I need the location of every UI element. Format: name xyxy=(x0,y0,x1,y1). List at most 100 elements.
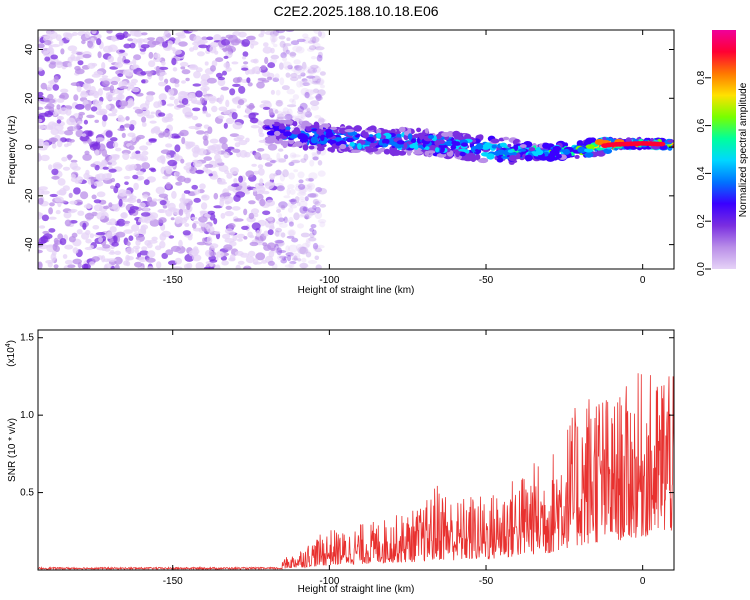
spectrogram-cell xyxy=(57,130,66,135)
spectrogram-cell xyxy=(245,170,255,178)
spectrogram-cell xyxy=(279,255,288,259)
spectrogram-cell xyxy=(293,65,300,69)
x-tick-label: 0 xyxy=(640,576,646,587)
spectrogram-cell xyxy=(123,229,133,234)
spectrogram-ridge-cell xyxy=(283,131,292,137)
spectrogram-cell xyxy=(171,57,177,66)
spectrogram-cell xyxy=(180,91,188,96)
spectrogram-cell xyxy=(319,118,327,123)
spectrogram-cell xyxy=(298,118,303,125)
spectrogram-cell xyxy=(72,258,82,265)
spectrogram-cell xyxy=(159,200,167,206)
spectrogram-cell xyxy=(90,106,98,112)
spectrogram-cell xyxy=(45,260,55,264)
spectrogram-cell xyxy=(293,212,300,221)
spectrogram-ridge-cell xyxy=(512,139,518,145)
spectrogram-ridge-cell xyxy=(450,144,457,150)
spectrogram-cell xyxy=(64,219,72,227)
spectrogram-cell xyxy=(213,230,221,235)
spectrogram-cell xyxy=(235,264,241,269)
spectrogram-cell xyxy=(231,183,240,188)
snr-ylabel: SNR (10 * v/v) xyxy=(7,418,18,482)
spectrogram-cell xyxy=(124,181,129,185)
spectrogram-cell xyxy=(293,59,301,65)
spectrogram-cell xyxy=(287,229,296,237)
spectrogram-ridge-cell xyxy=(325,129,333,134)
spectrogram-cell xyxy=(97,88,103,96)
spectrogram-cell xyxy=(77,120,83,125)
spectrogram-cell xyxy=(291,99,296,107)
spectrogram-cell xyxy=(238,85,246,94)
spectrogram-cell xyxy=(147,250,156,258)
spectrogram-cell xyxy=(298,200,308,208)
spectrogram-cell xyxy=(181,98,189,105)
spectrogram-cell xyxy=(191,184,198,190)
spectrogram-cell xyxy=(48,207,53,215)
spectrogram-cell xyxy=(152,198,158,202)
spectrogram-cell xyxy=(38,91,44,97)
spectrogram-cell xyxy=(97,51,102,59)
spectrogram-cell xyxy=(225,205,233,210)
spectrogram-cell xyxy=(203,81,210,86)
spectrogram-cell xyxy=(91,73,101,78)
spectrogram-cell xyxy=(309,227,315,232)
spectrogram-cell xyxy=(39,225,46,229)
spectrogram-cell xyxy=(236,233,246,239)
spectrogram-cell xyxy=(295,46,305,54)
spectrogram-cell xyxy=(80,91,89,98)
spectrogram-cell xyxy=(141,162,150,170)
spectrogram-cell xyxy=(115,32,125,40)
spectrogram-cell xyxy=(129,156,136,160)
spectrogram-cell xyxy=(314,248,323,253)
spectrogram-cell xyxy=(111,35,117,42)
spectrogram-cell xyxy=(301,264,309,268)
spectrogram-cell xyxy=(305,251,312,258)
y-tick-label: 40 xyxy=(24,44,35,56)
spectrogram-cell xyxy=(231,206,241,211)
spectrogram-cell xyxy=(312,42,321,49)
spectrogram-cell xyxy=(63,143,69,148)
spectrogram-cell xyxy=(309,159,315,167)
spectrogram-cell xyxy=(298,179,304,184)
spectrogram-cell xyxy=(102,166,109,170)
spectrogram-cell xyxy=(268,108,274,116)
spectrogram-cell xyxy=(110,80,119,86)
spectrogram-cell xyxy=(193,71,201,79)
spectrogram-cell xyxy=(90,176,95,185)
spectrogram-ridge-cell xyxy=(430,140,436,147)
spectrogram-cell xyxy=(302,184,311,190)
spectrogram-cell xyxy=(140,224,149,230)
spectrogram-ridge-cell xyxy=(596,150,606,157)
spectrogram-cell xyxy=(76,123,81,130)
spectrogram-cell xyxy=(276,152,281,161)
spectrogram-cell xyxy=(307,66,314,71)
spectrogram-cell xyxy=(313,199,323,204)
spectrogram-cell xyxy=(221,142,228,150)
spectrogram-cell xyxy=(269,35,278,43)
spectrogram-cell xyxy=(141,32,148,36)
spectrogram-cell xyxy=(181,69,191,75)
x-tick-label: -50 xyxy=(479,275,494,286)
spectrogram-cell xyxy=(76,229,83,235)
spectrogram-cell xyxy=(243,61,249,65)
spectrogram-cell xyxy=(106,141,116,149)
spectrogram-cell xyxy=(43,39,52,46)
spectrogram-cell xyxy=(196,51,205,57)
spectrogram-cell xyxy=(266,76,273,81)
spectrogram-cell xyxy=(282,169,289,178)
spectrogram-cell xyxy=(64,244,74,250)
spectrogram-cell xyxy=(188,30,199,33)
spectrogram-ridge-cell xyxy=(407,128,412,135)
spectrogram-cell xyxy=(216,144,223,151)
spectrogram-cell xyxy=(291,257,299,261)
spectrogram-cell xyxy=(242,51,249,57)
spectrogram-ridge-cell xyxy=(414,144,419,150)
spectrogram-cell xyxy=(46,103,55,109)
spectrogram-cell xyxy=(244,191,251,195)
spectrogram-cell xyxy=(193,197,201,203)
spectrogram-cell xyxy=(199,183,206,190)
spectrogram-cell xyxy=(57,178,66,186)
spectrogram-cell xyxy=(38,140,45,148)
spectrogram-cell xyxy=(109,226,117,233)
spectrogram-ridge-cell xyxy=(441,132,451,137)
